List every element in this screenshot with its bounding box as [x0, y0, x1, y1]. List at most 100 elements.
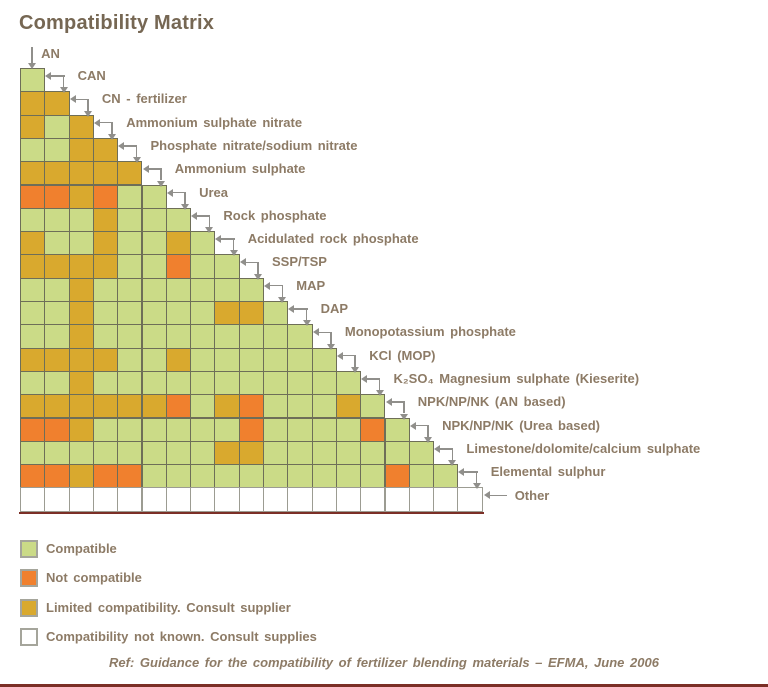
arrow-left-icon — [458, 468, 465, 477]
matrix-cell-r9c8 — [190, 254, 216, 279]
matrix-cell-r16c2 — [44, 417, 70, 442]
arrow-down-icon — [28, 63, 37, 69]
matrix-cell-r19c19 — [457, 487, 483, 512]
material-label: Phosphate nitrate/sodium nitrate — [150, 137, 358, 153]
matrix-cell-r18c2 — [44, 464, 70, 489]
matrix-cell-r19c16 — [384, 487, 410, 512]
matrix-cell-r8c1 — [20, 231, 46, 256]
matrix-cell-r6c4 — [92, 184, 119, 209]
label-arrow-line — [232, 239, 235, 251]
material-label: KCl (MOP) — [369, 347, 436, 363]
matrix-cell-r18c3 — [68, 464, 94, 489]
matrix-cell-r18c7 — [165, 464, 192, 489]
label-arrow-line — [221, 238, 235, 240]
matrix-cell-r15c11 — [263, 394, 289, 419]
matrix-cell-r17c12 — [287, 440, 313, 466]
page-title: Compatibility Matrix — [19, 12, 215, 34]
matrix-cell-r18c18 — [433, 464, 459, 489]
matrix-cell-r11c9 — [214, 301, 240, 326]
matrix-cell-r19c15 — [360, 487, 386, 512]
matrix-cell-r7c4 — [92, 207, 119, 233]
legend-label: Limited compatibility. Consult supplier — [46, 600, 291, 615]
matrix-cell-r14c8 — [190, 370, 216, 396]
arrow-left-icon — [118, 141, 125, 150]
matrix-cell-r11c10 — [238, 301, 264, 326]
label-arrow-line — [489, 494, 507, 497]
matrix-cell-r16c13 — [311, 417, 337, 442]
matrix-cell-r14c6 — [141, 370, 167, 396]
legend-label: Not compatible — [46, 570, 142, 585]
matrix-cell-r17c13 — [311, 440, 337, 466]
matrix-cell-r10c1 — [20, 277, 46, 302]
matrix-cell-r18c15 — [360, 464, 386, 489]
matrix-cell-r15c1 — [20, 394, 46, 419]
arrow-left-icon — [69, 95, 76, 104]
matrix-cell-r12c2 — [44, 324, 70, 349]
matrix-cell-r4c1 — [20, 137, 46, 163]
matrix-cell-r13c2 — [44, 347, 70, 372]
arrow-down-icon — [424, 436, 433, 443]
material-label: AN — [41, 46, 60, 61]
matrix-cell-r19c4 — [92, 487, 119, 512]
matrix-cell-r15c12 — [287, 394, 313, 419]
matrix-cell-r3c3 — [68, 114, 94, 139]
matrix-cell-r10c9 — [214, 277, 240, 302]
matrix-cell-r18c14 — [335, 464, 362, 489]
matrix-cell-r17c10 — [238, 440, 264, 466]
matrix-cell-r11c5 — [117, 301, 143, 326]
matrix-cell-r6c1 — [20, 184, 46, 209]
matrix-cell-r9c2 — [44, 254, 70, 279]
matrix-cell-r5c5 — [117, 161, 143, 186]
matrix-cell-r14c2 — [44, 370, 70, 396]
arrow-left-icon — [385, 398, 392, 407]
label-arrow-line — [318, 331, 332, 334]
label-arrow-line — [87, 99, 89, 111]
matrix-cell-r13c11 — [263, 347, 289, 372]
matrix-cell-r15c6 — [141, 394, 167, 419]
matrix-cell-r12c9 — [214, 324, 240, 349]
matrix-cell-r9c3 — [68, 254, 94, 279]
matrix-cell-r10c3 — [68, 277, 94, 302]
arrow-down-icon — [375, 390, 384, 397]
matrix-cell-r17c7 — [165, 440, 192, 466]
matrix-cell-r12c11 — [263, 324, 289, 349]
legend-swatch-not-compatible — [20, 569, 38, 587]
label-arrow-line — [62, 76, 65, 88]
label-arrow-line — [440, 448, 454, 450]
matrix-cell-r10c7 — [165, 277, 192, 302]
label-arrow-line — [111, 122, 113, 134]
material-label: Ammonium sulphate nitrate — [126, 114, 303, 130]
matrix-cell-r2c2 — [44, 91, 70, 116]
matrix-cell-r19c8 — [190, 487, 216, 512]
label-arrow-line — [367, 378, 381, 380]
arrow-down-icon — [254, 273, 262, 280]
material-label: CN - fertilizer — [101, 91, 187, 107]
material-label: CAN — [77, 68, 106, 83]
matrix-cell-r18c1 — [20, 464, 46, 489]
matrix-cell-r18c10 — [238, 464, 264, 489]
label-arrow-line — [208, 215, 211, 228]
arrow-left-icon — [215, 235, 222, 244]
label-arrow-line — [305, 309, 308, 321]
arrow-down-icon — [302, 320, 311, 327]
matrix-cell-r13c12 — [287, 347, 313, 372]
material-label: Monopotassium phosphate — [344, 324, 516, 340]
legend-label: Compatible — [46, 541, 117, 556]
matrix-cell-r19c3 — [68, 487, 94, 512]
matrix-cell-r17c16 — [384, 440, 410, 466]
matrix-cell-r13c6 — [141, 347, 167, 372]
matrix-cell-r8c2 — [44, 231, 70, 256]
matrix-cell-r12c4 — [92, 324, 119, 349]
matrix-cell-r11c4 — [92, 301, 119, 326]
matrix-cell-r19c18 — [433, 487, 459, 512]
label-arrow-line — [99, 121, 114, 124]
matrix-cell-r12c3 — [68, 324, 94, 349]
matrix-cell-r8c7 — [165, 231, 192, 256]
matrix-cell-r14c13 — [311, 370, 337, 396]
matrix-cell-r13c13 — [311, 347, 337, 372]
matrix-cell-r16c12 — [287, 417, 313, 442]
matrix-cell-r7c6 — [141, 207, 167, 233]
matrix-cell-r9c1 — [20, 254, 46, 279]
reference-footnote: Ref: Guidance for the compatibility of f… — [109, 655, 659, 670]
